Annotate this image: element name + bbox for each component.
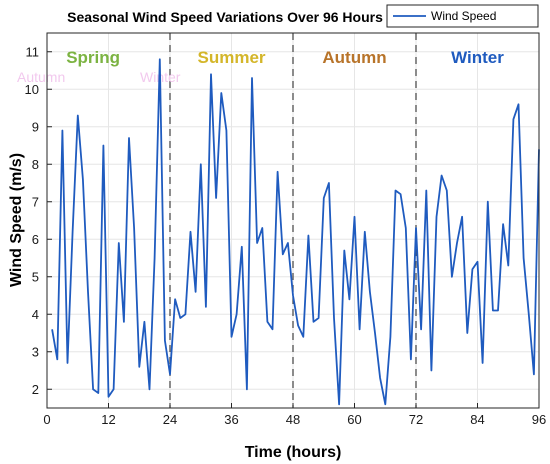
legend-entry-wind-speed: Wind Speed [431, 9, 496, 23]
legend-box [386, 4, 539, 28]
x-tick-label: 48 [286, 412, 300, 427]
y-tick-label: 10 [25, 82, 39, 97]
series-line-wind-speed [51, 58, 540, 406]
legend: Wind Speed [386, 4, 539, 28]
x-tick-label: 72 [409, 412, 423, 427]
season-label-winter: Winter [451, 48, 504, 67]
ghost-label-autumn: Autumn [17, 69, 65, 85]
y-tick-label: 3 [32, 344, 39, 359]
y-tick-label: 5 [32, 269, 39, 284]
ghost-labels: Autumn Winter [17, 69, 181, 85]
x-tick-label: 0 [43, 412, 50, 427]
x-axis-title: Time (hours) [245, 444, 342, 461]
season-label-summer: Summer [197, 48, 265, 67]
x-axis-ticks: 0 12 24 36 48 60 72 84 96 [43, 403, 546, 427]
y-tick-label: 7 [32, 194, 39, 209]
season-label-spring: Spring [66, 48, 120, 67]
x-tick-label: 96 [532, 412, 546, 427]
x-tick-label: 36 [224, 412, 238, 427]
y-tick-label: 11 [26, 44, 40, 59]
chart-title: Seasonal Wind Speed Variations Over 96 H… [67, 9, 383, 25]
x-tick-label: 84 [470, 412, 484, 427]
season-dividers [169, 33, 417, 408]
y-tick-label: 6 [32, 232, 39, 247]
y-axis-title: Wind Speed (m/s) [8, 153, 25, 287]
x-tick-label: 60 [347, 412, 361, 427]
season-labels: Spring Summer Autumn Winter [66, 48, 504, 67]
y-tick-label: 9 [32, 119, 39, 134]
x-tick-label: 12 [101, 412, 115, 427]
x-tick-label: 24 [163, 412, 177, 427]
y-tick-label: 2 [32, 382, 39, 397]
season-label-autumn: Autumn [322, 48, 386, 67]
y-tick-label: 8 [32, 157, 39, 172]
y-tick-label: 4 [32, 307, 39, 322]
y-axis-ticks: 2 3 4 5 6 7 8 9 10 11 [25, 44, 52, 397]
